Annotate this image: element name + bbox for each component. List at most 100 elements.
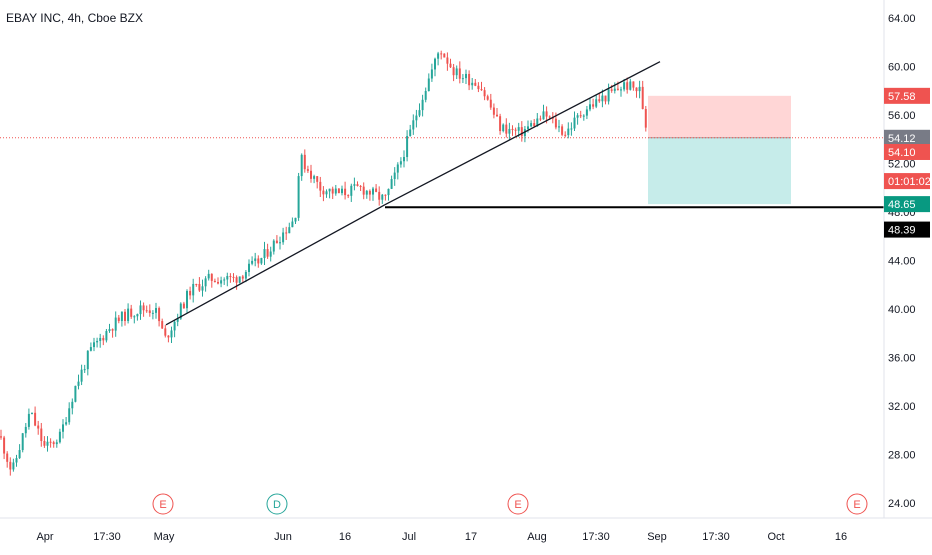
event-marker-label: E [159,499,166,511]
candle-body [127,308,130,321]
candle-body [114,317,117,331]
candle-body [635,87,638,92]
candle-body [626,82,629,90]
candle-body [102,337,105,341]
candle-body [217,282,219,284]
y-tick-label: 44.00 [888,256,916,268]
event-marker-label: E [853,499,860,511]
candle-body [27,413,30,427]
candle-body [579,115,582,117]
candle-body [477,85,480,90]
candle-body [93,342,95,348]
candle-body [530,123,533,127]
x-tick-label: Apr [36,531,53,543]
candle-body [71,401,74,409]
price-tag-label-last: 54.12 [888,133,916,145]
candle-body [105,331,108,341]
candle-body [260,258,263,264]
candle-body [43,440,46,446]
candle-body [279,242,281,244]
candle-body [108,329,111,332]
candle-body [573,117,576,129]
x-tick-label: 16 [339,531,351,543]
candle-body [34,412,37,426]
trendline-upper[interactable] [384,61,661,206]
candle-body [285,232,288,234]
candle-body [80,369,83,382]
trendline-lower[interactable] [165,204,386,326]
y-tick-label: 36.00 [888,353,916,365]
candle-body [226,275,229,280]
candle-body [331,188,334,194]
candle-body [210,273,213,281]
candle-body [353,184,356,186]
candle-body [443,53,446,58]
candle-body [368,190,371,195]
candle-body [220,280,223,284]
candle-body [167,335,170,338]
event-marker[interactable] [266,493,288,515]
candle-body [483,90,486,97]
candle-body [120,311,123,322]
candle-body [399,161,402,165]
candle-body [96,340,99,343]
candle-body [638,86,641,92]
candle-body [471,82,474,86]
candle-body [396,164,399,173]
candle-body [192,283,195,296]
candle-body [68,408,71,423]
candle-body [322,190,325,195]
candle-body [468,73,471,86]
candle-body [412,120,415,130]
candle-body [161,321,164,329]
candle-body [347,195,350,197]
candle-body [207,273,210,279]
candle-body [533,123,536,127]
candle-body [542,111,545,120]
candle-body [341,188,343,194]
candle-body [15,458,18,463]
event-marker[interactable] [846,493,868,515]
event-marker[interactable] [152,493,174,515]
candle-body [201,286,204,291]
candle-body [198,284,201,291]
price-scale[interactable] [884,0,932,550]
candle-body [254,258,257,261]
candle-body [204,278,207,287]
candle-body [582,115,585,117]
candle-body [492,107,495,115]
candle-body [83,369,86,371]
candle-body [455,68,458,76]
candle-body [297,176,300,218]
candle-body [189,290,192,296]
candle-body [151,312,154,314]
candle-body [548,116,551,118]
candle-body [37,425,40,429]
price-tag-countdown [884,173,930,190]
candle-body [564,134,567,136]
y-tick-label: 64.00 [888,13,916,25]
candle-body [576,115,579,118]
price-tag-label-target: 57.58 [888,91,916,103]
candle-body [86,350,89,370]
event-marker[interactable] [507,493,529,515]
candle-body [418,110,421,116]
stop-zone[interactable] [648,137,791,205]
candle-body [58,431,61,443]
price-tag-current [884,143,930,160]
candle-body [155,308,157,313]
time-axis[interactable] [0,518,932,550]
candle-body [378,191,381,200]
candle-body [440,53,443,55]
candle-body [275,240,278,244]
candle-body [641,86,644,110]
price-tag-label-current: 54.10 [888,147,916,159]
candle-body [403,157,405,162]
candle-body [133,316,136,318]
candle-body [303,154,306,170]
candle-body [9,461,12,470]
candle-body [610,89,613,91]
candle-body [6,453,9,462]
target-zone[interactable] [648,95,791,138]
